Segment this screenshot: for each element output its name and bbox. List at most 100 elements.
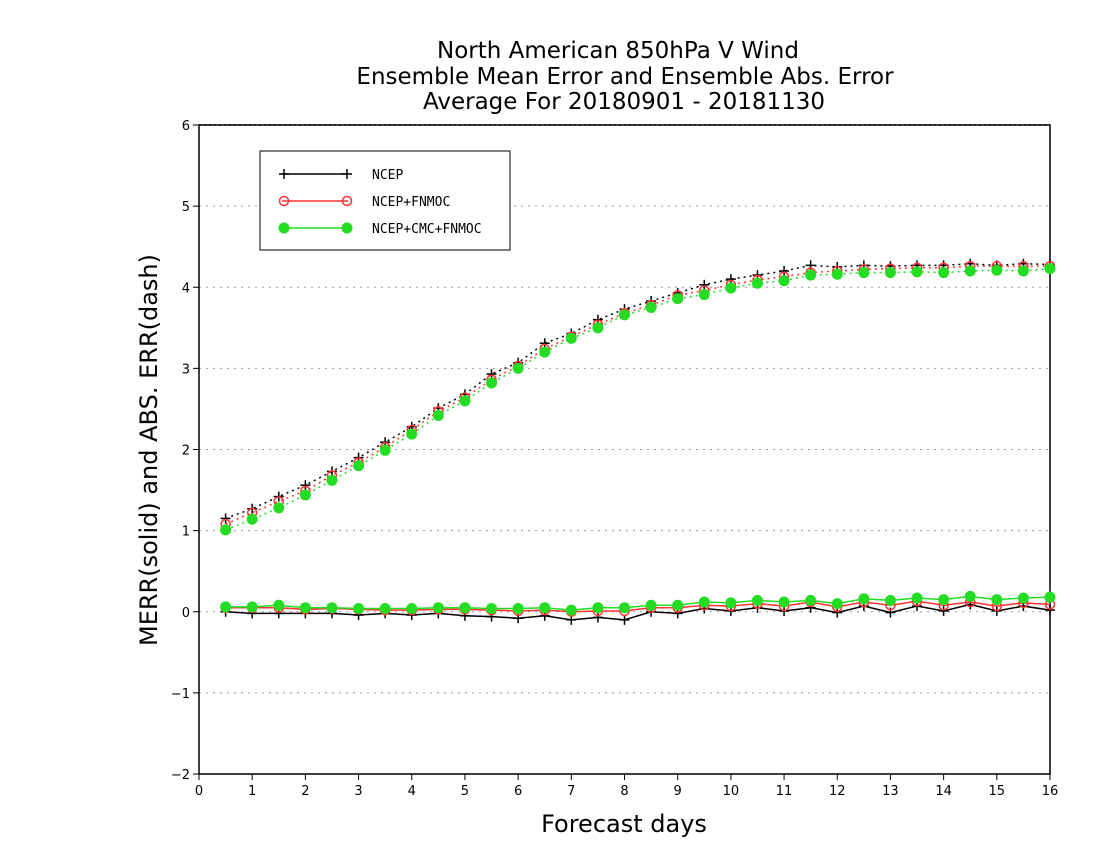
y-tick-label: 6 <box>182 119 190 134</box>
title-line-2: Ensemble Mean Error and Ensemble Abs. Er… <box>356 64 894 90</box>
x-tick-label: 1 <box>248 784 256 799</box>
abs-err-point <box>565 332 577 344</box>
y-tick-label: −2 <box>171 768 190 783</box>
legend-entry: NCEP <box>279 168 403 183</box>
y-tick-label: 1 <box>182 525 190 540</box>
abs-err-point <box>619 309 630 321</box>
merr-point <box>884 594 896 606</box>
x-tick-label: 3 <box>354 784 362 799</box>
abs-err-point <box>1044 263 1056 275</box>
abs-err-point <box>299 489 311 501</box>
merr-point <box>539 602 551 614</box>
merr-point <box>778 596 790 608</box>
x-tick-label: 6 <box>514 784 522 799</box>
merr-point <box>725 597 737 609</box>
legend-label: NCEP <box>372 168 403 183</box>
merr-point <box>698 596 710 608</box>
abs-err-line <box>225 267 1051 531</box>
x-tick-label: 2 <box>301 784 309 799</box>
abs-err-point <box>379 444 391 456</box>
merr-point <box>911 592 923 604</box>
x-tick-label: 4 <box>408 784 416 799</box>
merr-point <box>486 603 498 615</box>
x-tick-label: 5 <box>461 784 469 799</box>
abs-err-point <box>246 513 258 525</box>
abs-err-point <box>672 293 684 305</box>
legend-marker-start <box>278 195 290 207</box>
legend-marker-end <box>341 195 353 207</box>
abs-err-point <box>751 277 763 289</box>
y-tick-label: 4 <box>182 281 190 296</box>
merr-point <box>220 601 232 613</box>
series-ncep-cmc-fnmoc <box>220 263 1056 616</box>
abs-err-point <box>353 460 365 472</box>
merr-point <box>831 598 843 610</box>
x-tick-label: 14 <box>935 784 952 799</box>
x-tick-label: 10 <box>723 784 740 799</box>
legend-marker-start <box>279 169 289 179</box>
legend-entry: NCEP+CMC+FNMOC <box>278 222 482 237</box>
legend-label: NCEP+CMC+FNMOC <box>372 222 482 237</box>
merr-point <box>672 599 684 611</box>
x-tick-label: 9 <box>674 784 682 799</box>
merr-point <box>246 601 258 613</box>
abs-err-point <box>698 289 710 301</box>
x-tick-label: 0 <box>195 784 203 799</box>
x-tick-label: 13 <box>882 784 899 799</box>
x-tick-label: 11 <box>776 784 793 799</box>
chart-title: North American 850hPa V Wind Ensemble Me… <box>356 38 894 115</box>
y-axis-title: MERR(solid) and ABS. ERR(dash) <box>135 254 163 646</box>
title-line-1: North American 850hPa V Wind <box>437 38 799 64</box>
merr-point <box>832 607 843 618</box>
merr-point <box>459 602 471 614</box>
x-tick-label: 16 <box>1042 784 1059 799</box>
abs-err-point <box>1017 265 1029 277</box>
abs-err-point <box>406 428 418 440</box>
abs-err-line <box>225 262 1051 520</box>
series-layer <box>220 258 1056 625</box>
abs-err-point <box>592 322 604 334</box>
x-tick-label: 15 <box>989 784 1006 799</box>
legend-entry: NCEP+FNMOC <box>278 195 450 210</box>
abs-err-point <box>805 269 817 281</box>
abs-err-point <box>539 346 551 358</box>
abs-err-point <box>831 268 843 280</box>
merr-point <box>299 602 311 614</box>
abs-err-line <box>225 265 1050 525</box>
merr-point <box>326 602 338 614</box>
merr-point <box>991 594 1003 606</box>
series-ncep-fnmoc <box>220 260 1056 617</box>
merr-point <box>592 612 603 623</box>
merr-point <box>1045 605 1055 616</box>
y-tick-label: 2 <box>182 444 190 459</box>
y-tick-label: 3 <box>182 362 190 377</box>
merr-point <box>273 599 285 611</box>
legend: NCEP NCEP+FNMOC NCEP+CMC+FNMOC <box>259 150 511 251</box>
abs-err-point <box>273 502 285 514</box>
abs-err-point <box>991 264 1003 276</box>
merr-point <box>619 602 630 614</box>
merr-point <box>964 590 976 602</box>
merr-point <box>805 594 817 606</box>
abs-err-point <box>911 266 923 278</box>
abs-err-point <box>512 362 524 374</box>
legend-marker-start <box>278 222 290 234</box>
merr-point <box>645 599 657 611</box>
abs-err-point <box>778 275 790 287</box>
merr-point <box>1017 592 1029 604</box>
merr-point <box>379 603 391 615</box>
x-tick-label: 8 <box>620 784 628 799</box>
merr-point <box>619 614 630 625</box>
legend-label: NCEP+FNMOC <box>372 195 450 210</box>
y-tick-label: 5 <box>182 200 190 215</box>
merr-point <box>565 604 577 616</box>
abs-err-point <box>725 274 736 285</box>
merr-point <box>751 594 763 606</box>
abs-err-point <box>964 265 976 277</box>
abs-err-point <box>326 474 338 486</box>
legend-marker-end <box>342 169 352 179</box>
abs-err-point <box>300 480 311 491</box>
abs-err-point <box>779 266 790 277</box>
abs-err-point <box>432 409 444 421</box>
legend-marker-end <box>341 222 353 234</box>
